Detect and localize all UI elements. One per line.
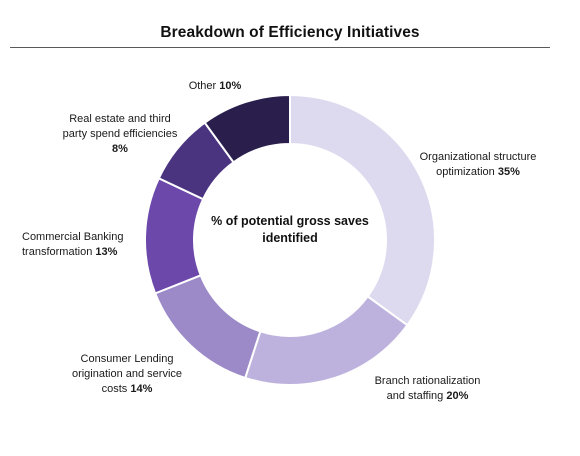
slice-label-text: Organizational structure xyxy=(419,151,537,163)
slice-percent: 20% xyxy=(446,390,469,402)
slice-label-text: Consumer Lending xyxy=(80,353,174,365)
slice-percent: 35% xyxy=(497,166,520,178)
slice-label-branch: Branch rationalization and staffing 20% xyxy=(350,374,505,404)
slice-percent: 14% xyxy=(130,383,153,395)
center-label-line-3: identified xyxy=(262,231,318,245)
slice-label-text: Other xyxy=(188,80,217,92)
donut-slice xyxy=(289,93,436,327)
donut-slice xyxy=(243,295,409,386)
slice-percent: 13% xyxy=(95,246,118,258)
slice-label-text: and staffing xyxy=(386,390,444,402)
slice-percent: 8% xyxy=(112,143,128,155)
slice-label-organizational: Organizational structure optimization 35… xyxy=(398,150,558,180)
slice-label-consumer-lending: Consumer Lending origination and service… xyxy=(52,352,202,397)
slice-label-text: origination and service xyxy=(71,368,183,380)
slice-percent: 10% xyxy=(219,80,242,92)
center-label: % of potential gross saves identified xyxy=(205,213,375,247)
slice-label-text: costs xyxy=(101,383,128,395)
slice-label-text: Real estate and third xyxy=(69,113,171,125)
slice-label-text: transformation xyxy=(22,246,93,258)
slice-label-text: Branch rationalization xyxy=(374,375,481,387)
chart-title: Breakdown of Efficiency Initiatives xyxy=(160,24,420,41)
slice-label-text: Commercial Banking xyxy=(22,231,124,243)
slice-label-other: Other 10% xyxy=(170,79,260,94)
center-label-line-2: gross saves xyxy=(296,214,369,228)
center-label-line-1: % of potential xyxy=(211,214,294,228)
slice-label-text: optimization xyxy=(436,166,495,178)
slice-label-commercial-banking: Commercial Banking transformation 13% xyxy=(22,230,152,260)
donut-slice xyxy=(203,93,291,164)
slice-label-real-estate: Real estate and third party spend effici… xyxy=(40,112,200,157)
title-divider xyxy=(10,47,550,48)
slice-label-text: party spend efficiencies xyxy=(62,128,178,140)
